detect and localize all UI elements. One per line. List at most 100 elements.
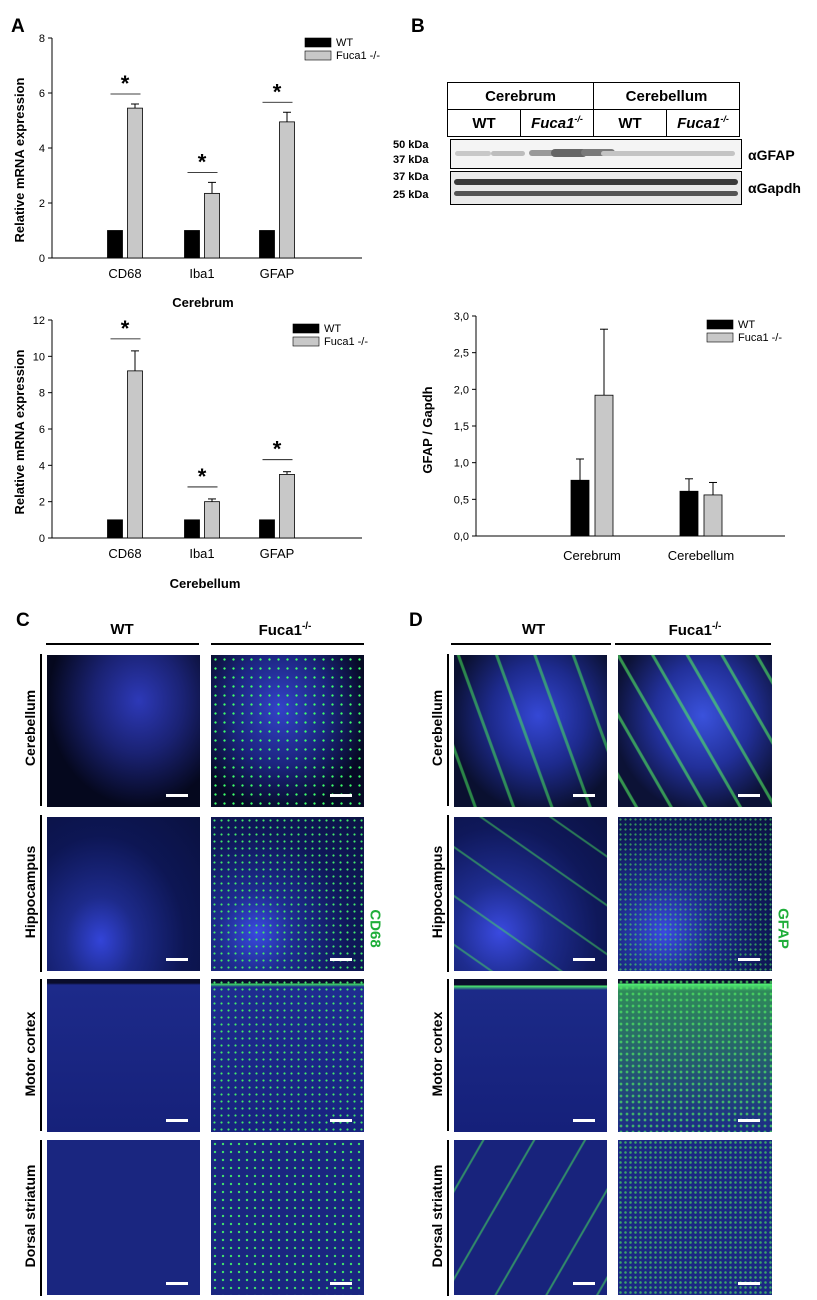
category-label: GFAP [260,266,295,281]
bar-wt [570,479,590,537]
bar-wt [184,230,200,259]
blot-group-cerebrum: Cerebrum [447,82,594,110]
scale-bar [330,958,352,961]
scale-bar [573,1282,595,1285]
category-label: Cerebrum [563,548,621,563]
y-tick-label: 4 [39,143,45,155]
bar-wt [107,519,123,539]
y-tick-label: 2,0 [454,384,469,396]
col-header-fuca1: Fuca1-/- [668,621,722,639]
micrograph-c-wt-hippocampus [47,817,200,971]
marker-37kda: 37 kDa [393,154,429,166]
x-axis-label: Cerebellum [170,576,241,591]
row-label-hippocampus: Hippocampus [429,845,445,939]
micrograph-c-wt-motor-cortex [47,979,200,1132]
y-tick-label: 2 [39,497,45,509]
col-header-wt: WT [521,621,546,638]
micrograph-d-wt-motor-cortex [454,979,607,1132]
legend-swatch [292,336,320,347]
category-label: CD68 [108,266,141,281]
col-divider [46,643,199,645]
row-bracket [40,979,42,1131]
legend-label: WT [324,323,341,335]
row-label-cerebellum: Cerebellum [429,689,445,767]
panel-label-a: A [11,16,25,37]
panel-label-c: C [16,610,30,631]
y-tick-label: 10 [33,351,45,363]
y-tick-label: 0 [39,253,45,265]
bar-fuca1 [127,107,143,259]
row-label-hippocampus: Hippocampus [22,845,38,939]
y-tick-label: 8 [39,33,45,45]
antibody-gfap-label: αGFAP [748,147,795,163]
scale-bar [330,1282,352,1285]
category-label: Cerebellum [668,548,734,563]
bar-wt [259,230,275,259]
micrograph-c-ko-cerebellum [211,655,364,807]
significance-star: * [121,316,130,341]
panel-label-b: B [411,16,425,37]
micrograph-c-ko-hippocampus [211,817,364,971]
micrograph-d-ko-hippocampus [618,817,772,971]
bar-fuca1 [703,494,723,537]
y-tick-label: 2,5 [454,348,469,360]
category-label: GFAP [260,546,295,561]
micrograph-c-ko-dorsal-striatum [211,1140,364,1295]
category-label: Iba1 [189,546,214,561]
antibody-gapdh-label: αGapdh [748,180,801,196]
cerebrum-mrna-chart: Relative mRNA expression Cerebrum 0 2 4 6 8 C… [12,33,380,310]
legend-swatch [304,37,332,48]
blot-gapdh-strip [450,171,742,205]
row-label-motor-cortex: Motor cortex [429,1011,445,1097]
blot-group-cerebellum: Cerebellum [593,82,740,110]
legend-label: Fuca1 -/- [324,336,368,348]
panel-label-d: D [409,610,423,631]
scale-bar [738,794,760,797]
row-label-motor-cortex: Motor cortex [22,1011,38,1097]
col-divider [615,643,771,645]
scale-bar [573,958,595,961]
legend-label: Fuca1 -/- [336,50,380,62]
scale-bar [573,794,595,797]
y-tick-label: 8 [39,388,45,400]
row-bracket [447,979,449,1131]
scale-bar [166,958,188,961]
legend-swatch [706,332,734,343]
legend-swatch [292,323,320,334]
scale-bar [738,1119,760,1122]
micrograph-d-wt-hippocampus [454,817,607,971]
row-label-dorsal-striatum: Dorsal striatum [22,1164,38,1268]
micrograph-d-wt-dorsal-striatum [454,1140,607,1295]
significance-star: * [121,71,130,96]
scale-bar [166,1282,188,1285]
row-label-cerebellum: Cerebellum [22,689,38,767]
significance-star: * [273,437,282,462]
blot-lane-header: Cerebrum Cerebellum WT Fuca1-/- WT Fuca1… [447,82,740,137]
blot-lane-wt: WT [447,109,521,137]
col-divider [451,643,611,645]
col-header-fuca1: Fuca1-/- [258,621,312,639]
micrograph-d-ko-cerebellum [618,655,772,807]
bar-fuca1 [279,121,295,259]
col-divider [211,643,364,645]
y-tick-label: 6 [39,424,45,436]
y-tick-label: 4 [39,460,45,472]
legend-swatch [706,319,734,330]
micrograph-c-wt-dorsal-striatum [47,1140,200,1295]
y-axis-label: GFAP / Gapdh [420,386,435,473]
row-bracket [447,1140,449,1296]
legend-swatch [304,50,332,61]
x-axis-label: Cerebrum [172,295,233,310]
stain-label-cd68: CD68 [366,909,384,948]
row-bracket [40,1140,42,1296]
micrograph-d-ko-motor-cortex [618,979,772,1132]
y-tick-label: 12 [33,315,45,327]
bar-fuca1 [279,474,295,539]
bar-fuca1 [127,370,143,539]
y-tick-label: 0,5 [454,494,469,506]
scale-bar [166,1119,188,1122]
row-bracket [40,654,42,806]
micrograph-c-wt-cerebellum [47,655,200,807]
bar-wt [679,490,699,537]
y-tick-label: 1,0 [454,458,469,470]
